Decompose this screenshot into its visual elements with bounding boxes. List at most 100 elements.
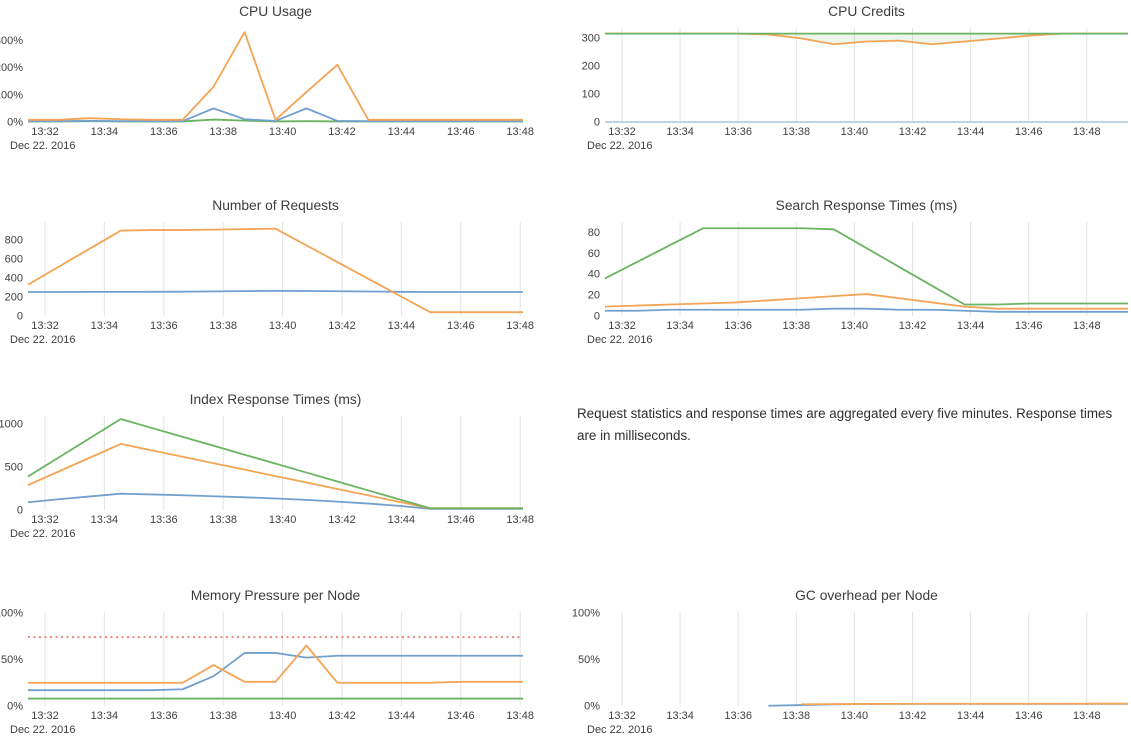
chart-canvas-search-response-times[interactable]: Search Response Times (ms) 0 20 40 60 80 13:32… (565, 194, 1131, 351)
x-tick-label: 13:40 (269, 126, 297, 138)
y-tick-label: 0% (7, 701, 23, 713)
x-tick-label: 13:32 (31, 514, 59, 526)
x-tick-label: 13:42 (899, 710, 927, 722)
x-tick-label: 13:32 (608, 320, 636, 332)
x-tick-label: 13:48 (506, 126, 534, 138)
x-tick-label: 13:48 (506, 320, 534, 332)
series-line-blue (28, 107, 523, 123)
chart-canvas-number-of-requests[interactable]: Number of Requests 0 200 400 600 800 13:32 13:3… (0, 194, 565, 351)
x-tick-label: 13:32 (31, 126, 59, 138)
date-label: Dec 22. 2016 (10, 724, 75, 736)
x-tick-label: 13:46 (1015, 710, 1043, 722)
date-label: Dec 22. 2016 (587, 334, 652, 346)
x-tick-label: 13:38 (209, 320, 237, 332)
x-tick-label: 13:38 (209, 126, 237, 138)
x-tick-label: 13:34 (666, 710, 694, 722)
x-tick-label: 13:34 (91, 126, 119, 138)
x-tick-label: 13:46 (447, 320, 475, 332)
y-tick-label: 400 (5, 273, 23, 285)
x-tick-label: 13:44 (957, 126, 985, 138)
chart-canvas-memory-pressure-per-node[interactable]: Memory Pressure per Node 0% 50% 100% 13:32 13… (0, 584, 565, 741)
series-line-green (604, 227, 1128, 306)
x-tick-label: 13:38 (783, 126, 811, 138)
y-tick-label: 1000 (0, 419, 23, 431)
series-line-orange (604, 293, 1128, 310)
x-tick-label: 13:40 (269, 710, 297, 722)
x-tick-label: 13:48 (1073, 710, 1101, 722)
x-tick-label: 13:42 (899, 126, 927, 138)
x-tick-label: 13:38 (209, 710, 237, 722)
y-tick-label: 0% (584, 701, 600, 713)
x-tick-label: 13:38 (783, 320, 811, 332)
chart-gc-overhead-per-node: GC overhead per Node 0% 50% 100% 13:32 13:34 1… (565, 584, 1131, 741)
y-tick-label: 40 (588, 269, 600, 281)
series-line-blue (28, 289, 523, 293)
fill-band (605, 33, 1128, 45)
x-tick-label: 13:40 (841, 320, 869, 332)
chart-title: Number of Requests (212, 198, 339, 213)
x-tick-label: 13:32 (31, 710, 59, 722)
x-tick-label: 13:38 (209, 514, 237, 526)
date-label: Dec 22. 2016 (587, 140, 652, 152)
series-line-green (27, 418, 523, 510)
x-tick-label: 13:36 (150, 514, 178, 526)
x-tick-label: 13:32 (608, 710, 636, 722)
y-tick-label: 50% (1, 654, 23, 666)
y-tick-label: 500 (5, 462, 23, 474)
chart-canvas-gc-overhead-per-node[interactable]: GC overhead per Node 0% 50% 100% 13:32 13:34 1… (565, 584, 1131, 741)
x-tick-label: 13:42 (328, 514, 356, 526)
chart-number-of-requests: Number of Requests 0 200 400 600 800 13:32 13:3… (0, 194, 565, 351)
series-line-orange (27, 227, 523, 314)
y-tick-label: 100% (0, 607, 23, 619)
series-line-blue (27, 492, 523, 510)
chart-canvas-cpu-usage[interactable]: CPU Usage 0% 100% 200% 300% 13:32 13:34 13:36 13… (0, 0, 565, 157)
x-tick-label: 13:42 (899, 320, 927, 332)
chart-canvas-index-response-times[interactable]: Index Response Times (ms) 0 500 1000 13:32 13… (0, 388, 565, 545)
x-tick-label: 13:44 (388, 710, 416, 722)
x-tick-label: 13:36 (724, 320, 752, 332)
chart-canvas-cpu-credits[interactable]: CPU Credits 0 100 200 300 13:32 13:34 13:36 13:3… (565, 0, 1131, 157)
chart-title: Index Response Times (ms) (190, 392, 362, 407)
date-label: Dec 22. 2016 (10, 140, 75, 152)
x-tick-label: 13:32 (31, 320, 59, 332)
chart-title: Search Response Times (ms) (776, 198, 958, 213)
x-tick-label: 13:44 (957, 320, 985, 332)
x-tick-label: 13:48 (506, 514, 534, 526)
y-tick-label: 100 (582, 88, 600, 100)
series-line-blue (605, 307, 1128, 313)
chart-title: CPU Usage (239, 4, 312, 19)
series-line-orange (28, 644, 523, 684)
x-tick-label: 13:46 (1015, 126, 1043, 138)
chart-index-response-times: Index Response Times (ms) 0 500 1000 13:32 13… (0, 388, 565, 545)
y-tick-label: 100% (0, 89, 23, 101)
x-tick-label: 13:46 (447, 126, 475, 138)
x-tick-label: 13:36 (150, 320, 178, 332)
x-tick-label: 13:46 (447, 710, 475, 722)
aggregation-note: Request statistics and response times ar… (577, 406, 1113, 443)
y-tick-label: 50% (578, 654, 600, 666)
y-tick-label: 300 (582, 32, 600, 44)
y-tick-label: 0% (7, 117, 23, 129)
x-tick-label: 13:40 (841, 126, 869, 138)
x-tick-label: 13:36 (150, 710, 178, 722)
x-tick-label: 13:44 (388, 514, 416, 526)
y-tick-label: 80 (588, 227, 600, 239)
date-label: Dec 22. 2016 (587, 724, 652, 736)
x-tick-label: 13:40 (841, 710, 869, 722)
x-tick-label: 13:36 (724, 710, 752, 722)
x-tick-label: 13:40 (269, 514, 297, 526)
y-tick-label: 800 (5, 235, 23, 247)
x-tick-label: 13:48 (1073, 126, 1101, 138)
x-tick-label: 13:44 (388, 126, 416, 138)
y-tick-label: 100% (572, 607, 600, 619)
y-tick-label: 0 (17, 311, 23, 323)
x-tick-label: 13:40 (269, 320, 297, 332)
chart-cpu-usage: CPU Usage 0% 100% 200% 300% 13:32 13:34 13:36 13… (0, 0, 565, 157)
x-tick-label: 13:34 (91, 514, 119, 526)
series-line-orange (28, 31, 523, 121)
y-tick-label: 0 (594, 311, 600, 323)
y-tick-label: 0 (17, 505, 23, 517)
series-line-orange (801, 702, 1128, 706)
y-tick-label: 600 (5, 254, 23, 266)
